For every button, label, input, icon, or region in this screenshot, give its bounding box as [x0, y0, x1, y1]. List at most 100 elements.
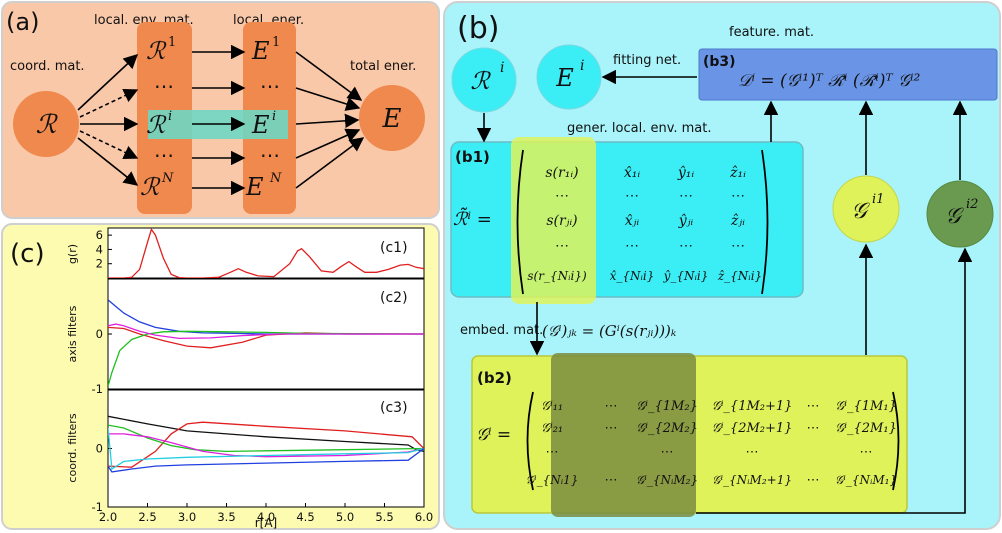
c3-xtick-label: 4.5 — [296, 510, 314, 524]
b2-cell: 𝒢ⁱ_{1M₂} — [636, 399, 698, 414]
arrow-to-total — [295, 128, 361, 159]
m2-columns-highlight — [551, 353, 696, 517]
b2-cell: 𝒢ⁱ_{1M₁} — [835, 399, 897, 414]
c1-ytick-label: 6 — [96, 228, 103, 242]
b2-cell: 𝒢ⁱ_{1M₂+1} — [712, 399, 793, 414]
b2-cell: 𝒢ⁱ_{NᵢM₂+1} — [712, 473, 792, 487]
c2-ytick-label: 0 — [96, 327, 103, 341]
c1-ticks: 246 — [96, 228, 112, 271]
c1-series-line-1 — [108, 228, 424, 278]
b2-cell: 𝒢ⁱ_{Nᵢ1} — [526, 473, 579, 487]
b2-cell: ⋯ — [860, 445, 873, 460]
c3-xtick-label: 3.0 — [178, 510, 196, 524]
env-item: ℛ — [140, 173, 161, 201]
b2-cell: 𝒢ⁱ₂₁ — [541, 421, 563, 436]
b2-cell: ⋯ — [746, 445, 759, 460]
arrow-to-total — [295, 113, 360, 129]
b1-left-paren — [516, 149, 524, 295]
feature-mat-label: feature. mat. — [729, 25, 814, 40]
b2-cell: 𝒢ⁱ_{2M₂+1} — [712, 421, 793, 436]
ener-sup: 1 — [272, 35, 280, 50]
local-ener-items: E 1 ⋯ E i ⋯ E N — [245, 35, 282, 201]
g1-node-symbol: 𝒢 — [851, 199, 870, 224]
b2-cell: 𝒢ⁱ_{2M₁} — [835, 421, 897, 436]
coord-matrix-node — [13, 91, 79, 157]
c3-ylabel: coord. filters — [66, 413, 79, 482]
c3-ytick-label: 0 — [96, 442, 103, 456]
b1-cell: ⋯ — [625, 238, 639, 254]
ener-sup: N — [269, 171, 282, 186]
local-energy-node — [536, 44, 602, 110]
c3-ytick-label: -1 — [92, 500, 103, 514]
c3-label: (c3) — [380, 400, 408, 416]
arrow-R-to-RN — [77, 137, 139, 186]
panel-b-label: (b) — [457, 11, 499, 46]
b1-cell: ŷ_{Nᵢi} — [663, 269, 709, 283]
panel-a: (a) local. env. mat. local. ener. coord.… — [1, 1, 440, 219]
b1-cell: s(rⱼᵢ) — [546, 213, 577, 229]
arrow-R-to-dots — [79, 130, 139, 159]
b3-label: (b3) — [703, 54, 736, 70]
b1-cell: ⋯ — [731, 238, 745, 254]
b1-cell: ⋯ — [555, 238, 569, 254]
c2-series-line-4 — [108, 323, 424, 340]
env-item: ℛ — [146, 37, 167, 65]
b1-cell: ⋯ — [679, 188, 693, 204]
local-env-node-sup: i — [500, 60, 504, 76]
local-env-node-symbol: ℛ — [470, 67, 491, 95]
c3-xtick-label: 5.5 — [375, 510, 393, 524]
local-energy-node-sup: i — [580, 58, 584, 74]
panel-c: (c) 246 (c1) g(r) -10 (c2) axis filters … — [1, 223, 440, 530]
b1-cell: ẑ₁ᵢ — [729, 164, 746, 181]
g2-node — [926, 180, 994, 248]
env-sup: N — [161, 171, 174, 186]
env-sup: i — [168, 109, 172, 124]
arrow-R-to-dots — [79, 89, 139, 118]
panel-b: (b) feature. mat. fitting net. gener. lo… — [443, 1, 1001, 530]
embed-mat-label: embed. mat. — [460, 323, 543, 338]
c3-series-line-6 — [108, 447, 424, 473]
b2-cell: ⋯ — [807, 421, 820, 436]
b2-cell: ⋯ — [605, 421, 618, 436]
c1-ytick-label: 4 — [96, 242, 103, 256]
panel-c-label: (c) — [10, 239, 45, 269]
b2-cell: ⋯ — [807, 473, 820, 488]
plot-c1-frame — [107, 227, 425, 279]
b1-cell: x̂₁ᵢ — [624, 165, 641, 181]
local-env-node — [451, 47, 517, 113]
c3-xtick-label: 5.0 — [336, 510, 354, 524]
coord-matrix-symbol: ℛ — [36, 110, 59, 140]
feature-matrix-box — [698, 48, 998, 101]
c2-series — [108, 299, 424, 387]
gener-env-label: gener. local. env. mat. — [567, 121, 712, 136]
b1-matrix: s(r₁ᵢ) x̂₁ᵢ ŷ₁ᵢ ẑ₁ᵢ ⋯ ⋯ ⋯ ⋯ s(rⱼᵢ) x̂ⱼᵢ … — [527, 164, 762, 283]
b1-cell: x̂_{Nᵢi} — [610, 269, 655, 283]
panel-b-arrows — [476, 69, 973, 514]
c2-series-line-3 — [108, 330, 424, 387]
b2-cell: ⋯ — [807, 399, 820, 414]
b1-cell: s(r_{Nᵢi}) — [527, 269, 587, 283]
b1-cell: ⋯ — [731, 188, 745, 204]
panel-a-arrows — [77, 44, 365, 196]
plot-c2: -1 0 (c2) axis filters — [66, 290, 424, 396]
c1-label: (c1) — [380, 240, 408, 256]
c2-label: (c2) — [380, 290, 408, 306]
c3-series-line-5 — [108, 427, 424, 471]
b2-cell: 𝒢ⁱ₁₁ — [541, 399, 563, 414]
local-energy-node-symbol: E — [555, 64, 574, 92]
c3-xtick-label: 2.0 — [99, 510, 117, 524]
c3-xtick-label: 3.5 — [217, 510, 235, 524]
env-item: ⋯ — [154, 143, 174, 167]
b1-cell: ẑ_{Nᵢi} — [717, 269, 762, 283]
c3-xtick-label: 2.5 — [138, 510, 156, 524]
ener-item: E — [251, 111, 270, 139]
arrow-R-to-R1 — [77, 54, 139, 111]
g1-node-sup: i1 — [872, 192, 884, 207]
c3-xtick-label: 4.0 — [257, 510, 275, 524]
b2-cell: ⋯ — [605, 473, 618, 488]
ener-sup: i — [272, 109, 276, 124]
b1-cell: ⋯ — [679, 238, 693, 254]
total-ener-label: total ener. — [350, 59, 416, 74]
fitting-net-label: fitting net. — [613, 53, 681, 68]
feature-matrix-equation: 𝒟ⁱ = (𝒢ⁱ¹)ᵀ ℛ̃ⁱ (ℛ̃ⁱ)ᵀ 𝒢ⁱ² — [738, 71, 921, 91]
